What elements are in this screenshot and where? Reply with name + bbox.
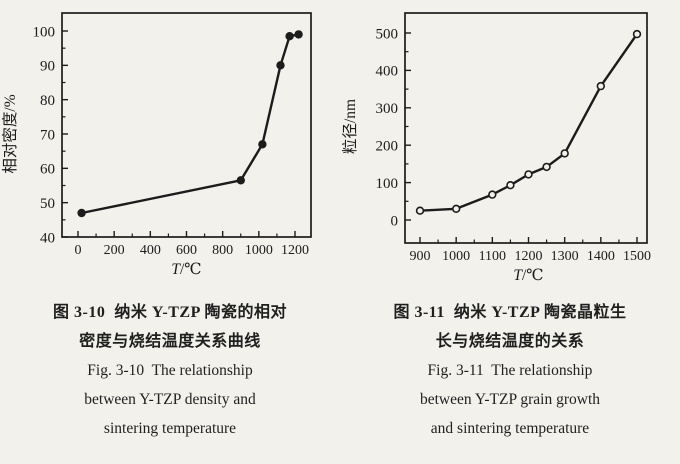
- data-point: [236, 176, 246, 185]
- caption-en-line: between Y-TZP grain growth: [419, 391, 601, 408]
- plot-frame: [61, 12, 312, 238]
- y-tick-label: 60: [40, 162, 55, 178]
- data-line: [418, 32, 639, 212]
- y-tick-label: 500: [376, 26, 399, 42]
- caption-cn-line: 图 3-10 纳米 Y-TZP 陶瓷的相对: [53, 304, 287, 321]
- y-tick-label: 300: [376, 101, 399, 117]
- data-point: [294, 30, 303, 39]
- caption-fig-3-10: 图 3-10 纳米 Y-TZP 陶瓷的相对 密度与烧结温度关系曲线 Fig. 3…: [0, 298, 340, 443]
- y-axis: 0 100 200 300 400 500: [376, 26, 411, 229]
- y-tick-label: 90: [40, 59, 55, 75]
- data-point: [596, 81, 605, 91]
- caption-en-line: sintering temperature: [103, 420, 237, 437]
- captions-row: 图 3-10 纳米 Y-TZP 陶瓷的相对 密度与烧结温度关系曲线 Fig. 3…: [0, 298, 680, 443]
- y-tick-label: 80: [40, 93, 55, 109]
- y-tick-label: 50: [40, 196, 55, 212]
- x-tick-label: 0: [75, 243, 82, 258]
- x-tick-label: 600: [176, 243, 197, 258]
- data-line: [80, 33, 300, 215]
- y-tick-label: 40: [40, 230, 55, 246]
- x-tick-label: 1000: [245, 243, 273, 258]
- data-point: [276, 61, 285, 70]
- figure-3-10: 0 200 400 600 800 1000 1200 40 50 60 70 80 90 100 T/℃ 相…: [0, 0, 340, 292]
- grain-size-chart: 900 1000 1100 1200 1300 1400 1500 0 100 200 300 400…: [341, 12, 651, 284]
- y-axis-label: 粒径/nm: [341, 99, 359, 154]
- y-axis-label: 相对密度/%: [1, 94, 19, 173]
- caption-cn-line: 密度与烧结温度关系曲线: [79, 333, 261, 350]
- y-tick-label: 0: [391, 213, 399, 229]
- data-point: [506, 181, 515, 190]
- x-tick-label: 400: [140, 243, 161, 258]
- y-tick-label: 100: [33, 24, 56, 40]
- caption-en-line: between Y-TZP density and: [84, 391, 256, 408]
- x-axis: 900 1000 1100 1200 1300 1400 1500: [410, 237, 651, 264]
- caption-cn-line: 长与烧结温度的关系: [435, 333, 585, 350]
- x-tick-label: 1400: [587, 249, 615, 264]
- x-tick-label: 1500: [623, 249, 651, 264]
- caption-en-line: and sintering temperature: [430, 420, 590, 437]
- y-axis: 40 50 60 70 80 90 100: [33, 24, 68, 246]
- caption-fig-3-11: 图 3-11 纳米 Y-TZP 陶瓷晶粒生 长与烧结温度的关系 Fig. 3-1…: [340, 298, 680, 443]
- y-tick-label: 400: [376, 64, 399, 80]
- data-point: [258, 140, 267, 149]
- data-point: [415, 206, 425, 215]
- y-tick-label: 100: [376, 176, 399, 192]
- x-axis-label: T/℃: [513, 267, 543, 284]
- data-point: [542, 162, 551, 172]
- charts-row: 0 200 400 600 800 1000 1200 40 50 60 70 80 90 100 T/℃ 相…: [0, 0, 680, 292]
- x-tick-label: 1300: [551, 249, 579, 264]
- caption-cn-line: 图 3-11 纳米 Y-TZP 陶瓷晶粒生: [393, 304, 627, 321]
- data-point: [560, 149, 569, 158]
- plot-frame: [404, 12, 648, 244]
- x-axis: 0 200 400 600 800 1000 1200: [75, 231, 309, 258]
- data-point: [488, 190, 497, 199]
- x-tick-label: 800: [212, 243, 233, 258]
- x-tick-label: 1200: [515, 249, 543, 264]
- caption-en-line: Fig. 3-10 The relationship: [87, 362, 253, 379]
- data-point: [77, 208, 86, 218]
- relative-density-chart: 0 200 400 600 800 1000 1200 40 50 60 70 80 90 100 T/℃ 相…: [1, 12, 312, 278]
- y-tick-label: 200: [376, 138, 399, 154]
- data-point: [285, 31, 294, 41]
- figure-3-11: 900 1000 1100 1200 1300 1400 1500 0 100 200 300 400…: [340, 0, 680, 292]
- x-tick-label: 1100: [479, 249, 506, 264]
- caption-en-line: Fig. 3-11 The relationship: [427, 362, 593, 379]
- x-tick-label: 1000: [442, 249, 470, 264]
- data-point: [524, 170, 533, 179]
- x-axis-label: T/℃: [171, 261, 201, 278]
- x-tick-label: 200: [104, 243, 125, 258]
- x-tick-label: 1200: [281, 243, 309, 258]
- x-tick-label: 900: [410, 249, 431, 264]
- data-point: [632, 29, 642, 39]
- data-point: [451, 204, 461, 214]
- y-tick-label: 70: [40, 127, 55, 143]
